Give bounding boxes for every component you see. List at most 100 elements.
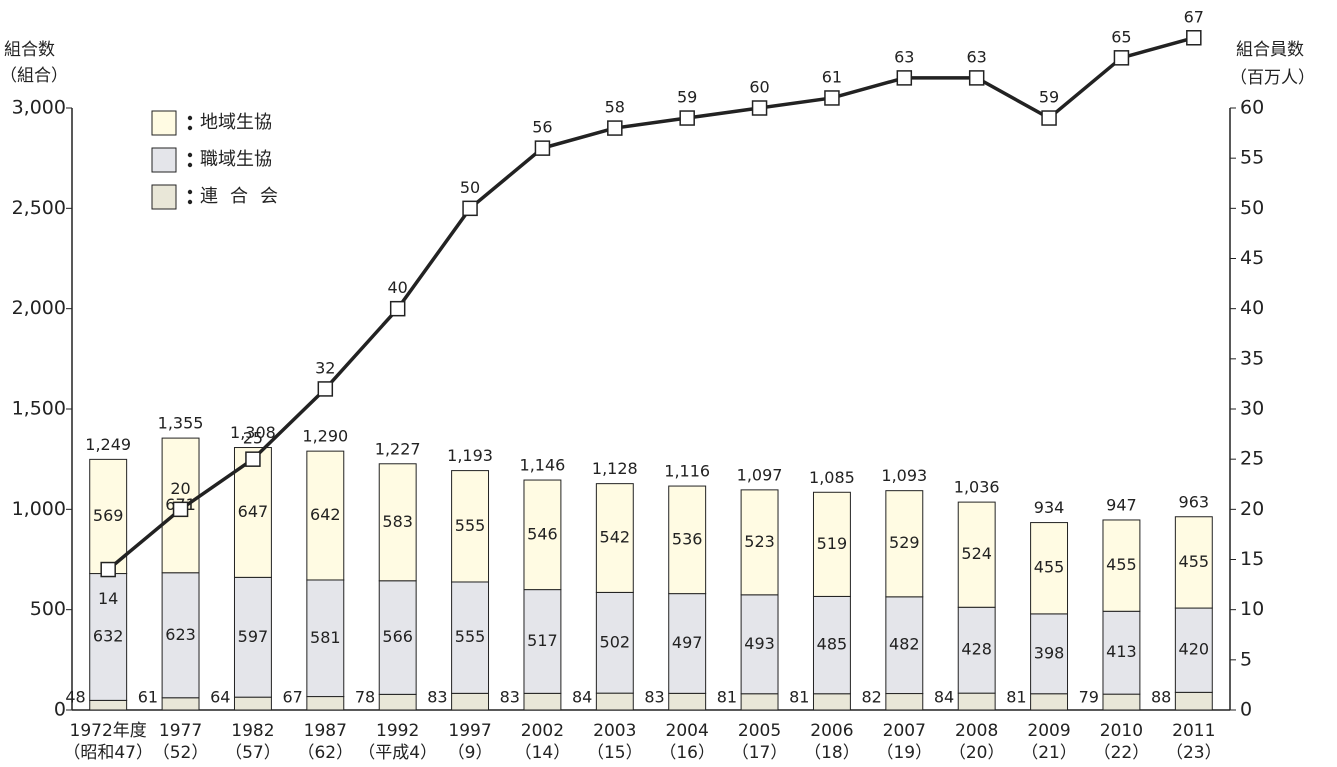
line-marker [534, 140, 551, 156]
x-tick-label: （18） [804, 743, 860, 763]
total-label: 963 [1179, 492, 1210, 511]
bar-label: 413 [1106, 642, 1137, 661]
y2-axis-title: 組合員数 [1236, 40, 1304, 60]
total-label: 1,308 [230, 423, 276, 442]
total-label: 1,036 [954, 478, 1000, 497]
total-label: 1,146 [520, 456, 566, 475]
x-tick-label: 2002 [521, 721, 564, 741]
bar-segment [233, 696, 272, 711]
bar-segment [451, 581, 490, 694]
bar-label: 428 [961, 640, 992, 659]
x-tick-label: 2005 [738, 721, 781, 741]
x-tick-label: （23） [1166, 743, 1222, 763]
legend-colon [187, 115, 193, 121]
y2-tick-label: 5 [1240, 648, 1252, 670]
total-label: 934 [1034, 498, 1065, 517]
line-marker [1113, 50, 1130, 66]
bar-segment [1030, 522, 1069, 615]
bar-label: 81 [717, 688, 737, 707]
bar-segment [1102, 610, 1141, 695]
line-marker [896, 70, 913, 86]
bar-label: 81 [1006, 688, 1026, 707]
total-label: 1,290 [302, 427, 348, 446]
y2-tick-label: 40 [1240, 297, 1264, 319]
bar-segment [378, 693, 417, 711]
y2-tick-label: 50 [1240, 197, 1264, 219]
bar-label: 524 [961, 544, 992, 563]
bar-segment [812, 491, 851, 597]
bar-segment [306, 450, 345, 581]
line-label: 65 [1111, 27, 1131, 46]
bar-label: 555 [455, 516, 486, 535]
bar-segment [451, 692, 490, 711]
line-marker [824, 90, 840, 106]
total-label: 1,128 [592, 459, 638, 478]
bar-label: 623 [165, 625, 196, 644]
x-tick-label: （昭和47） [63, 743, 153, 763]
x-tick-label: （16） [659, 743, 715, 763]
x-tick-label: 1972年度 [70, 721, 147, 741]
bar-segment [1102, 693, 1141, 711]
bar-label: 546 [527, 524, 558, 543]
bar-label: 529 [889, 533, 920, 552]
y2-tick-label: 35 [1240, 347, 1264, 369]
line-marker [607, 120, 623, 136]
bar-label: 647 [238, 502, 269, 521]
y-tick-label: 0 [54, 699, 66, 721]
bar-segment [595, 591, 634, 694]
bar-label: 482 [889, 635, 920, 654]
bar-label: 84 [572, 688, 592, 707]
bar-label: 83 [427, 688, 447, 707]
line-label: 63 [894, 47, 914, 66]
line-label: 63 [967, 47, 987, 66]
bar-segment [595, 483, 634, 593]
bar-segment [812, 693, 851, 711]
line-label: 50 [460, 178, 480, 197]
bar-label: 48 [65, 688, 85, 707]
bar-segment [89, 699, 128, 711]
bar-segment [740, 489, 779, 596]
bar-segment [1030, 613, 1069, 695]
y2-tick-label: 30 [1240, 398, 1264, 420]
bar-label: 485 [817, 635, 848, 654]
x-tick-label: 1997 [448, 721, 491, 741]
total-label: 1,227 [375, 439, 421, 458]
total-label: 947 [1106, 495, 1137, 514]
bar-segment [1030, 693, 1069, 711]
bar-label: 569 [93, 506, 124, 525]
x-tick-label: 1987 [304, 721, 347, 741]
bar-label: 542 [600, 528, 631, 547]
bar-segment [161, 697, 200, 711]
y2-tick-label: 10 [1240, 598, 1264, 620]
bar-label: 583 [382, 512, 413, 531]
line-label: 56 [532, 118, 552, 137]
y2-tick-label: 25 [1240, 448, 1264, 470]
y-tick-label: 2,500 [12, 197, 66, 219]
line-marker [462, 200, 478, 217]
x-tick-label: 2006 [810, 721, 853, 741]
bar-label: 536 [672, 529, 703, 548]
bar-label: 83 [500, 688, 520, 707]
bar-label: 581 [310, 628, 341, 647]
line-label: 32 [315, 358, 335, 377]
x-tick-label: 2010 [1100, 721, 1143, 741]
y2-tick-label: 45 [1240, 247, 1264, 269]
legend-label: 職域生協 [200, 149, 272, 170]
bar-segment [161, 572, 200, 699]
total-label: 1,193 [447, 446, 493, 465]
bar-label: 79 [1079, 688, 1099, 707]
y-tick-label: 1,500 [12, 398, 66, 420]
bar-label: 78 [355, 688, 375, 707]
bar-label: 497 [672, 633, 703, 652]
x-tick-label: （9） [448, 743, 493, 763]
bar-label: 455 [1106, 555, 1137, 574]
bar-segment [1174, 516, 1213, 609]
legend-swatch [151, 184, 177, 210]
bar-label: 455 [1034, 558, 1065, 577]
x-tick-label: 1982 [231, 721, 274, 741]
line-marker [751, 100, 768, 116]
total-label: 1,355 [158, 414, 204, 433]
line-marker [245, 451, 261, 467]
line-label: 59 [677, 88, 697, 107]
x-tick-label: 2003 [593, 721, 636, 741]
